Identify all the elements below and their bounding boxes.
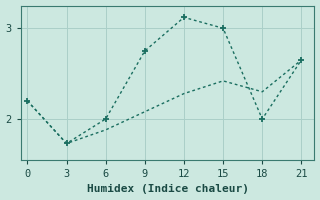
- X-axis label: Humidex (Indice chaleur): Humidex (Indice chaleur): [87, 184, 249, 194]
